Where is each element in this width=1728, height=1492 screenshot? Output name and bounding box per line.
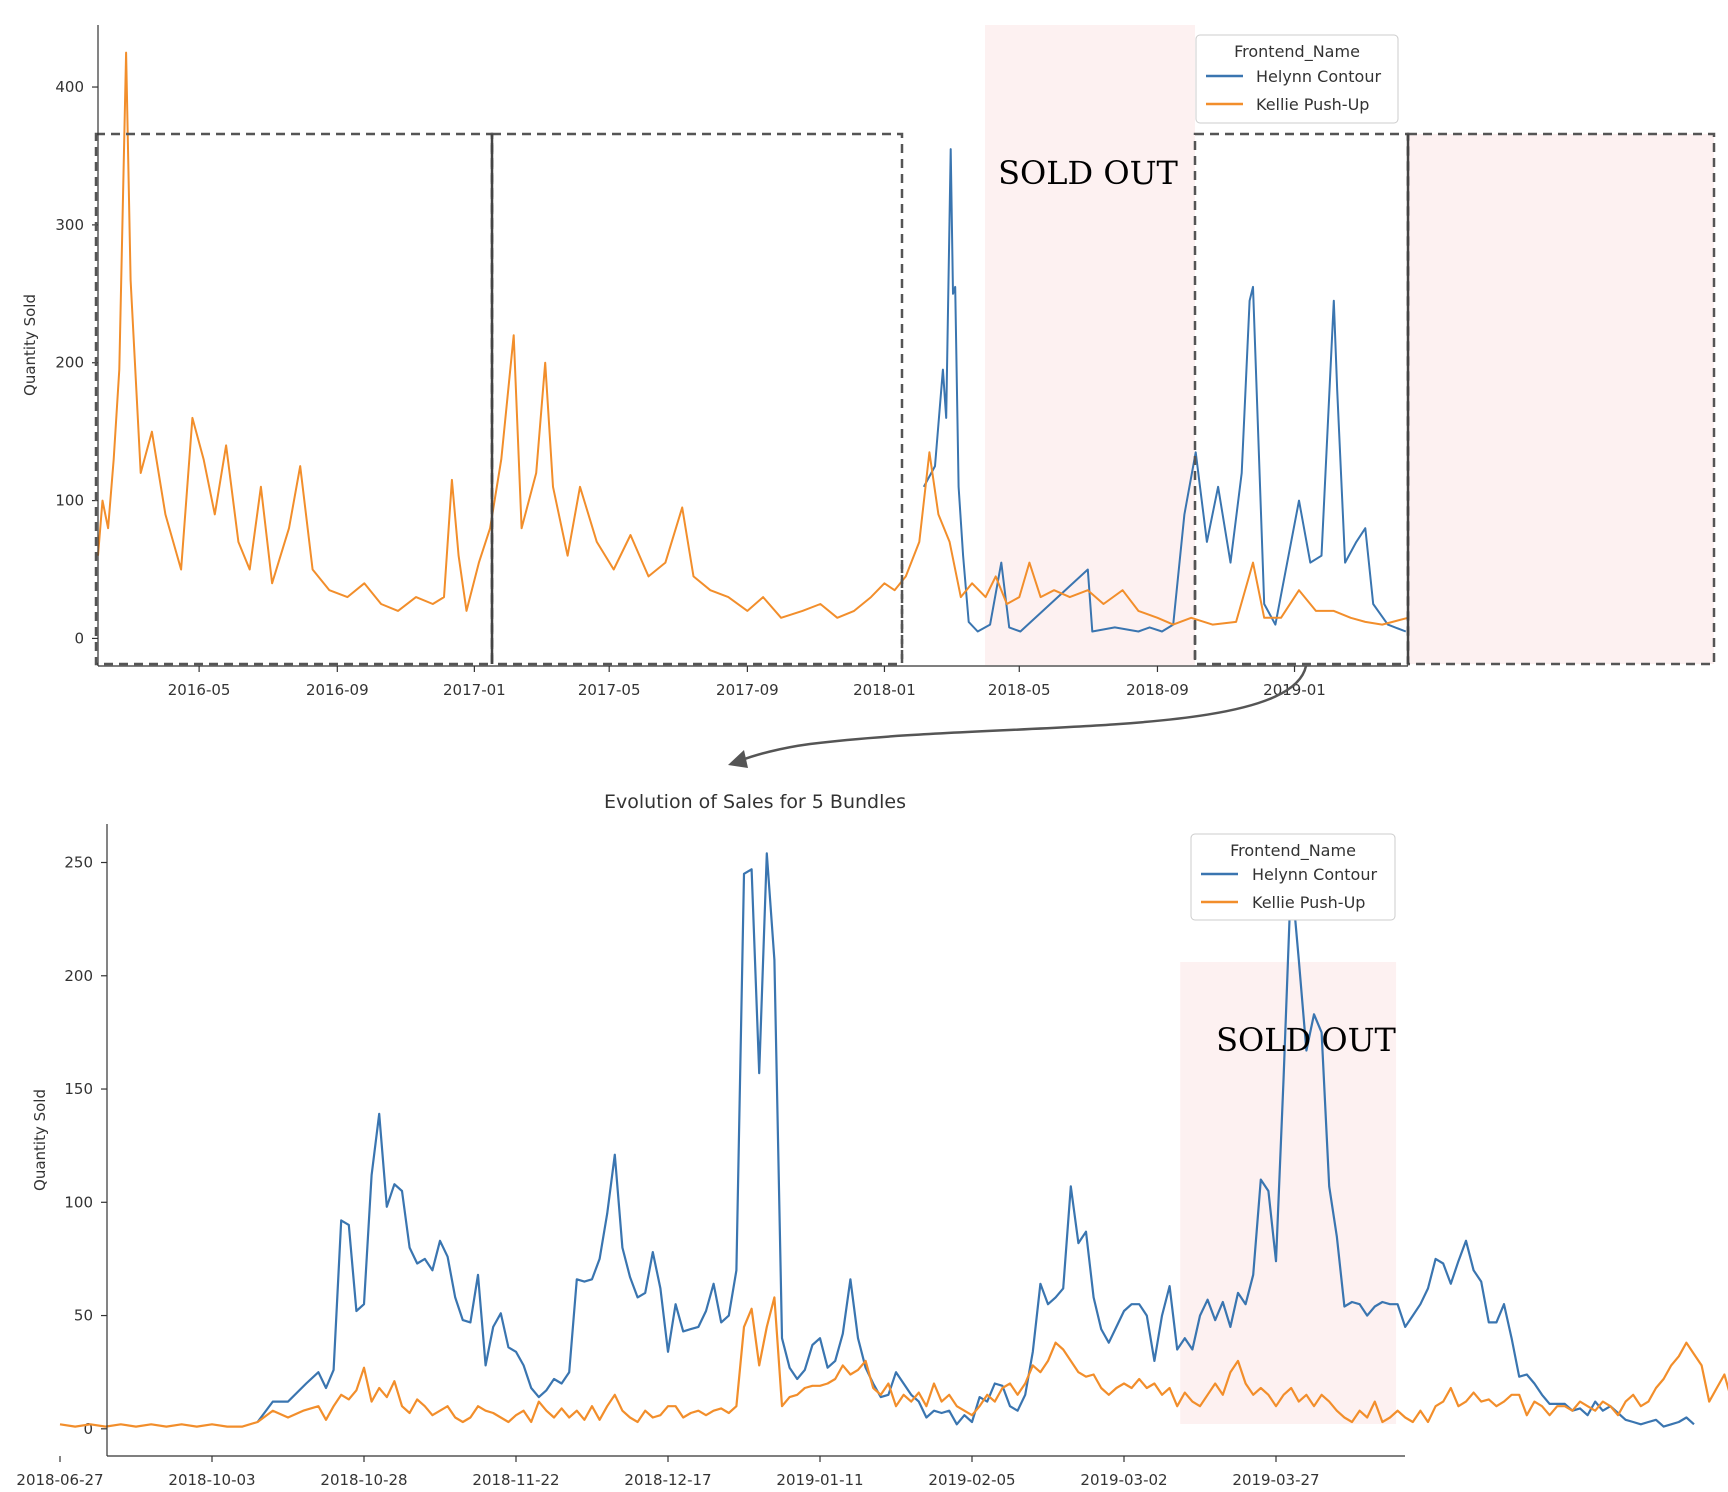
top-y-tick-label: 400 (55, 78, 84, 96)
bottom-series-line-kellie-push-up (59, 1296, 1728, 1428)
bottom-legend-title: Frontend_Name (1230, 841, 1356, 861)
zoom-arrowhead (728, 750, 748, 768)
segment-box-2017 (490, 132, 904, 666)
top-x-tick-label: 2018-01 (853, 681, 916, 699)
bottom-chart-title: Evolution of Sales for 5 Bundles (604, 791, 906, 813)
top-y-axis-label: Quantity Sold (21, 294, 39, 396)
top-legend-label-kellie: Kellie Push-Up (1256, 95, 1369, 114)
top-x-tick-label: 2017-05 (578, 681, 641, 699)
top-x-tick-label: 2017-09 (716, 681, 779, 699)
top-x-tick-label: 2018-09 (1126, 681, 1189, 699)
bottom-y-tick-label: 250 (64, 854, 93, 872)
bottom-y-tick-label: 100 (64, 1193, 93, 1211)
bottom-chart: Evolution of Sales for 5 Bundles 2018-06… (16, 791, 1728, 1489)
top-y-tick-label: 300 (55, 216, 84, 234)
bottom-x-tick-label: 2018-10-03 (168, 1471, 255, 1489)
bottom-series-line-helynn-contour (256, 852, 1695, 1428)
zoom-connector (728, 665, 1308, 768)
bottom-y-tick-label: 50 (74, 1307, 93, 1325)
top-series-line-kellie-push-up (97, 51, 1409, 626)
bottom-y-tick-label: 150 (64, 1080, 93, 1098)
bottom-x-tick-label: 2018-06-27 (16, 1471, 103, 1489)
top-x-tick-label: 2016-09 (306, 681, 369, 699)
top-legend-title: Frontend_Name (1234, 42, 1360, 62)
zoom-arrow (741, 665, 1308, 762)
top-sold-out-label: SOLD OUT (998, 154, 1178, 192)
bottom-y-tick-label: 0 (83, 1420, 93, 1438)
bottom-x-tick-label: 2019-01-11 (776, 1471, 863, 1489)
top-legend-label-helynn: Helynn Contour (1256, 67, 1381, 86)
top-sold-out-region-right (1408, 134, 1714, 664)
top-sold-out-region (985, 25, 1195, 665)
top-y-tick-label: 0 (74, 629, 84, 647)
segment-box-2018-late (1193, 132, 1410, 666)
bottom-legend-label-helynn: Helynn Contour (1252, 865, 1377, 884)
bottom-sold-out-region (1180, 962, 1397, 1424)
top-chart: 2016-05 2016-09 2017-01 2017-05 2017-09 2018-… (21, 25, 1716, 699)
bottom-x-tick-label: 2019-03-02 (1080, 1471, 1167, 1489)
segment-box-2019 (1406, 132, 1716, 666)
bottom-sold-out-label: SOLD OUT (1216, 1021, 1396, 1059)
bottom-x-tick-label: 2019-02-05 (928, 1471, 1015, 1489)
top-legend: Frontend_Name Helynn Contour Kellie Push… (1195, 34, 1399, 124)
bottom-x-tick-label: 2018-11-22 (472, 1471, 559, 1489)
top-y-tick-label: 200 (55, 354, 84, 372)
top-y-tick-label: 100 (55, 492, 84, 510)
top-x-tick-label: 2017-01 (443, 681, 506, 699)
bottom-legend: Frontend_Name Helynn Contour Kellie Push… (1190, 833, 1396, 921)
segment-box-2016 (94, 132, 494, 666)
top-x-tick-label: 2016-05 (168, 681, 231, 699)
bottom-legend-label-kellie: Kellie Push-Up (1252, 893, 1365, 912)
bottom-x-tick-label: 2019-03-27 (1232, 1471, 1319, 1489)
top-x-tick-label: 2018-05 (988, 681, 1051, 699)
bottom-x-tick-label: 2018-10-28 (320, 1471, 407, 1489)
bottom-x-tick-label: 2018-12-17 (624, 1471, 711, 1489)
bottom-y-tick-label: 200 (64, 967, 93, 985)
bottom-y-axis-label: Quantity Sold (31, 1089, 49, 1191)
